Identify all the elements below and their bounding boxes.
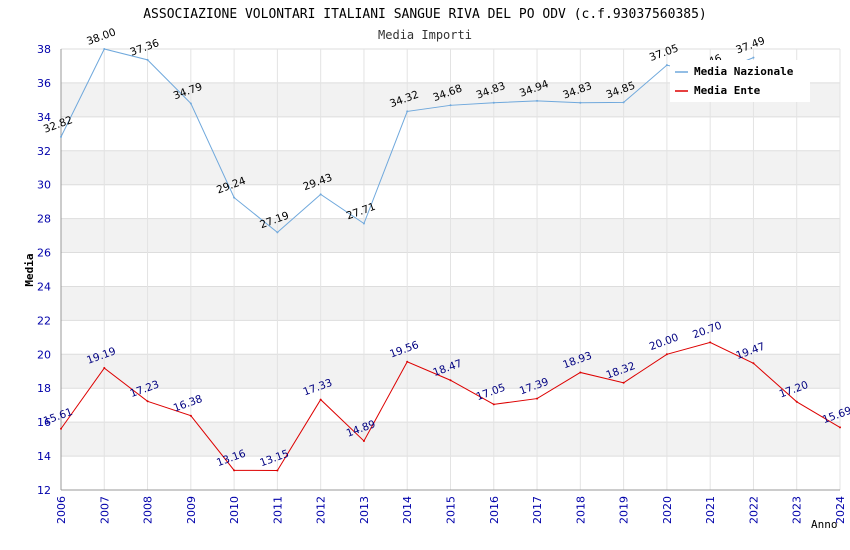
legend-label-ente: Media Ente [694,84,761,97]
legend-box [670,60,810,102]
x-tick-label: 2013 [358,496,371,524]
data-point [60,427,62,430]
data-point [839,426,841,429]
data-point [103,48,106,50]
x-tick-label: 2008 [142,496,155,524]
y-tick-label: 28 [37,213,51,226]
data-label: 38.00 [85,26,117,48]
data-point [146,400,149,403]
data-point [752,362,755,365]
series-group [60,48,841,472]
data-point [362,222,365,225]
data-point [492,403,495,406]
legend-label-nazionale: Media Nazionale [694,65,794,78]
data-point [795,400,798,403]
y-axis: 12 14 16 18 20 22 24 26 28 30 32 34 36 38 [37,43,51,497]
x-tick-label: 2019 [618,496,631,524]
data-point [665,353,668,356]
y-tick-label: 24 [37,280,51,293]
data-point [536,397,539,400]
x-tick-label: 2018 [574,496,587,524]
data-point [579,371,582,374]
chart-subtitle: Media Importi [378,28,472,42]
data-point [362,439,365,442]
y-tick-label: 34 [37,111,51,124]
y-tick-label: 12 [37,484,51,497]
x-tick-label: 2016 [488,496,501,524]
data-point [449,379,452,382]
gridlines [60,48,841,491]
x-tick-label: 2020 [661,496,674,524]
data-point [752,56,755,59]
y-tick-label: 20 [37,348,51,361]
x-tick-label: 2006 [55,496,68,524]
x-axis: 2006 2007 2008 2009 2010 2011 2012 2013 2014 2015… [55,496,847,524]
y-tick-label: 26 [37,247,51,260]
x-tick-label: 2022 [747,496,760,524]
y-tick-label: 18 [37,382,51,395]
data-point [233,469,236,472]
x-tick-label: 2007 [98,496,111,524]
data-point [276,469,279,472]
data-point [60,135,62,138]
x-tick-label: 2010 [228,496,241,524]
data-point [536,99,539,102]
y-tick-label: 38 [37,43,51,56]
data-point [189,414,192,417]
data-point [709,341,712,344]
y-axis-label: Media [23,253,36,286]
x-tick-label: 2014 [401,496,414,524]
y-tick-label: 32 [37,145,51,158]
y-tick-label: 14 [37,450,51,463]
data-point [276,231,279,234]
x-tick-label: 2021 [704,496,717,524]
data-point [233,196,236,199]
data-point [449,104,452,107]
x-tick-label: 2011 [271,496,284,524]
y-tick-label: 22 [37,314,51,327]
data-point [319,398,322,401]
data-point [579,101,582,104]
data-point [622,381,625,384]
data-point [492,101,495,104]
x-axis-label: Anno [811,518,838,531]
y-tick-label: 36 [37,77,51,90]
y-tick-label: 16 [37,416,51,429]
data-point [665,64,668,67]
x-tick-label: 2023 [791,496,804,524]
x-tick-label: 2012 [315,496,328,524]
legend: Media Nazionale Media Ente [670,60,810,102]
chart-title: ASSOCIAZIONE VOLONTARI ITALIANI SANGUE R… [143,7,707,22]
data-point [622,101,625,104]
data-point [319,193,322,196]
data-point [189,102,192,105]
x-tick-label: 2009 [185,496,198,524]
data-point [406,110,409,113]
data-point [146,58,149,61]
data-point [103,367,106,370]
data-point [406,360,409,363]
y-tick-label: 30 [37,179,51,192]
x-tick-label: 2015 [445,496,458,524]
x-tick-label: 2017 [531,496,544,524]
x-tick-label: 2024 [834,496,847,524]
